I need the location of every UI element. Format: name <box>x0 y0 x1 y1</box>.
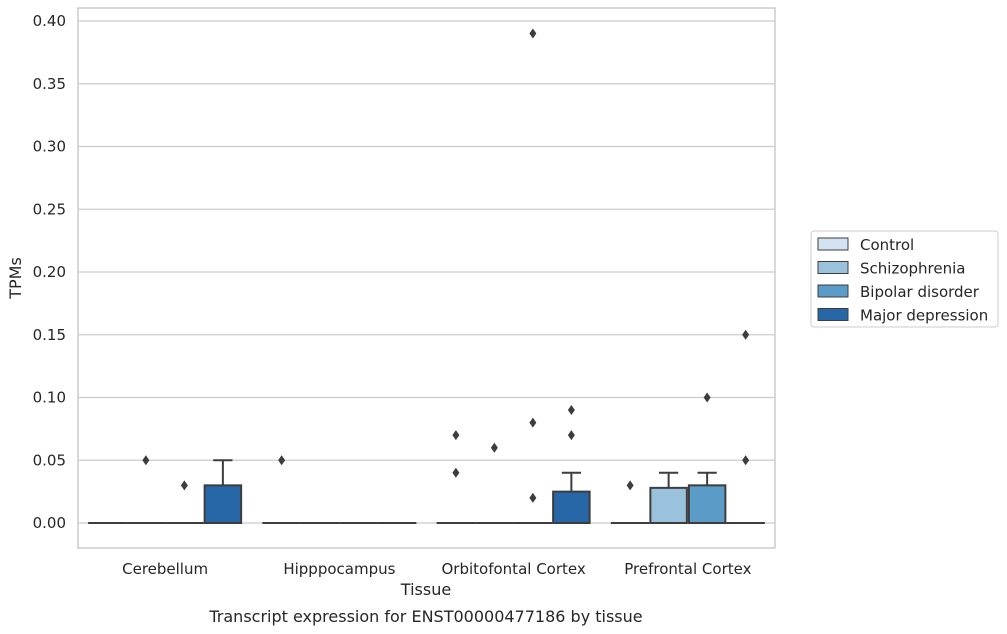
box <box>203 484 243 525</box>
box <box>552 490 591 524</box>
x-tick-label: Orbitofontal Cortex <box>442 560 586 578</box>
legend-label: Control <box>860 236 914 254</box>
y-tick-label: 0.10 <box>33 389 66 407</box>
legend-swatch <box>817 308 849 321</box>
legend-label: Major depression <box>860 307 988 325</box>
chart-title: Transcript expression for ENST0000047718… <box>208 607 642 626</box>
outlier-point <box>626 480 634 491</box>
outlier-point <box>278 455 286 466</box>
box-layer <box>88 28 765 525</box>
box-bipolar-disorder <box>165 480 204 524</box>
y-tick-label: 0.00 <box>33 514 66 532</box>
outlier-point <box>742 455 750 466</box>
box-schizophrenia <box>475 442 514 524</box>
box-control <box>610 480 650 524</box>
legend-swatch <box>817 284 849 298</box>
outlier-point <box>529 492 537 503</box>
box-major-depression <box>203 459 243 525</box>
box-bipolar-disorder <box>687 392 727 525</box>
outlier-point <box>452 430 460 441</box>
outlier-point <box>142 455 150 466</box>
outlier-point <box>529 28 537 39</box>
plot-frame <box>77 7 776 549</box>
box-control <box>436 430 476 524</box>
legend-label: Bipolar disorder <box>860 283 980 301</box>
legend-swatch <box>817 237 849 251</box>
y-tick-label: 0.35 <box>33 75 66 93</box>
x-tick-labels: Cerebellum Hipppocampus Orbitofontal Corte… <box>122 560 751 578</box>
box-schizophrenia <box>649 471 688 524</box>
box-control <box>262 455 301 524</box>
x-tick-label: Cerebellum <box>122 560 208 578</box>
box-bipolar-disorder <box>513 28 553 524</box>
box-major-depression <box>726 329 765 524</box>
x-axis-label: Tissue <box>400 580 451 599</box>
box-major-depression <box>552 405 591 524</box>
legend: Control Schizophrenia Bipolar disorder Majo… <box>810 230 999 328</box>
y-tick-label: 0.30 <box>33 138 66 156</box>
y-tick-label: 0.15 <box>33 326 66 344</box>
box-schizophrenia <box>126 455 166 524</box>
outlier-point <box>490 442 498 453</box>
outlier-point <box>742 329 750 340</box>
y-tick-label: 0.40 <box>33 12 66 30</box>
outlier-point <box>452 467 460 478</box>
box <box>687 484 727 525</box>
box <box>649 486 688 524</box>
y-tick-label: 0.25 <box>33 200 66 218</box>
legend-swatch <box>817 261 849 274</box>
legend-label: Schizophrenia <box>860 260 965 278</box>
y-tick-label: 0.05 <box>33 451 66 469</box>
x-tick-label: Hipppocampus <box>283 560 395 578</box>
grid-lines <box>78 20 775 524</box>
outlier-point <box>703 392 711 403</box>
x-tick-label: Prefrontal Cortex <box>624 560 751 578</box>
y-axis-label: TPMs <box>6 257 25 300</box>
y-tick-label: 0.20 <box>33 263 66 281</box>
outlier-point <box>529 417 537 428</box>
outlier-point <box>567 430 575 441</box>
legend-frame <box>810 230 999 328</box>
y-tick-labels: 0.00 0.05 0.10 0.15 0.20 0.25 0.30 0.35 0.40 <box>33 12 66 532</box>
outlier-point <box>180 480 188 491</box>
outlier-point <box>567 405 575 416</box>
